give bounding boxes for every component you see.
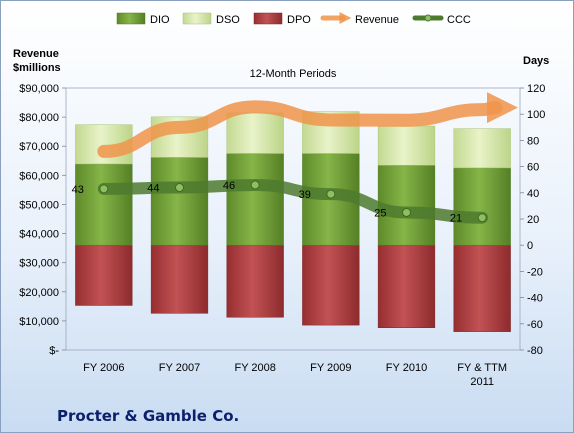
y-right-tick-label: 100	[527, 109, 545, 121]
bar-dso	[453, 128, 511, 169]
y-right-tick-label: 20	[527, 214, 539, 226]
ccc-data-label: 44	[147, 183, 159, 195]
bar-dpo	[377, 244, 436, 328]
bar-dso	[226, 112, 284, 154]
y-right-tick-label: 120	[527, 83, 545, 95]
ccc-point	[477, 213, 487, 223]
legend-dpo: DPO	[253, 12, 311, 26]
legend-dpo-label: DPO	[287, 14, 311, 26]
y-left-ticks: $- $10,000 $20,000 $30,000 $40,000 $50,000 $60…	[19, 83, 66, 357]
legend-dio: DIO	[116, 12, 170, 26]
y-right-tick-label: 0	[527, 240, 533, 252]
ccc-data-label: 46	[223, 180, 235, 192]
bar-dpo	[75, 244, 133, 306]
bar-dpo	[226, 244, 284, 318]
y-left-tick-label: $50,000	[19, 199, 59, 211]
y-left-tick-label: $-	[49, 345, 59, 357]
ccc-point	[175, 183, 184, 193]
x-tick-label: FY 2007	[159, 362, 200, 374]
ccc-data-label: 39	[299, 189, 311, 201]
x-tick-label: FY 2006	[83, 362, 124, 374]
ccc-data-label: 43	[72, 184, 84, 196]
y-left-tick-label: $60,000	[19, 170, 59, 182]
company-name: Procter & Gamble Co.	[57, 407, 239, 425]
y-left-tick-label: $10,000	[19, 316, 59, 328]
y-right-tick-label: -40	[527, 293, 543, 305]
ccc-point	[326, 189, 336, 199]
bar-dio	[226, 153, 284, 246]
legend-revenue: Revenue	[320, 11, 399, 26]
y-right-tick-label: 80	[527, 135, 539, 147]
y-left-tick-label: $40,000	[19, 229, 59, 241]
y-left-tick-label: $30,000	[19, 258, 59, 270]
legend-dio-swatch	[116, 12, 146, 25]
y-right-tick-label: 40	[527, 188, 539, 200]
ccc-point	[402, 207, 411, 217]
revenue-line	[97, 92, 519, 158]
y-left-label-line2: $millions	[13, 62, 61, 74]
bar-dio	[75, 163, 133, 246]
legend-ccc-label: CCC	[447, 14, 471, 26]
legend-dpo-swatch	[253, 12, 283, 25]
legend-revenue-label: Revenue	[355, 14, 399, 26]
bar-dpo	[302, 244, 360, 326]
y-left-tick-label: $80,000	[19, 112, 59, 124]
legend-dso: DSO	[182, 12, 240, 26]
y-left-tick-label: $20,000	[19, 287, 59, 299]
y-right-tick-label: -60	[527, 319, 543, 331]
bar-dpo	[453, 244, 511, 332]
ccc-data-label: 25	[374, 207, 386, 219]
chart-title: 12-Month Periods	[250, 68, 337, 80]
y-right-tick-label: -80	[527, 345, 543, 357]
y-right-label: Days	[523, 55, 549, 67]
bar-dio	[453, 167, 511, 246]
x-tick-label: FY 2009	[310, 362, 351, 374]
y-left-label-line1: Revenue	[13, 48, 59, 60]
ccc-point	[250, 180, 260, 190]
x-tick-label: FY 2010	[386, 362, 427, 374]
y-right-ticks: -80 -60 -40 -20 0 20 40 60 80 100 120	[520, 83, 545, 357]
legend-dio-label: DIO	[150, 14, 170, 26]
x-ticks: FY 2006 FY 2007 FY 2008 FY 2009 FY 2010 FY & …	[83, 362, 507, 388]
y-left-tick-label: $90,000	[19, 83, 59, 95]
x-tick-label: FY 2008	[234, 362, 275, 374]
ccc-series: 43 44 46 39 25 21	[72, 178, 489, 225]
x-tick-label: FY & TTM 2011	[457, 362, 507, 388]
ccc-line	[97, 178, 489, 224]
ccc-point	[99, 184, 109, 194]
legend-dso-swatch	[182, 12, 212, 25]
bar-dio	[150, 157, 209, 246]
y-right-tick-label: 60	[527, 162, 539, 174]
y-right-tick-label: -20	[527, 266, 543, 278]
y-left-tick-label: $70,000	[19, 141, 59, 153]
revenue-series	[97, 92, 519, 158]
legend-ccc: CCC	[412, 14, 471, 26]
legend-dso-label: DSO	[216, 14, 240, 26]
bar-dso	[377, 125, 436, 166]
ccc-data-label: 21	[450, 213, 462, 225]
legend: DIO DSO DPO Revenue CCC	[116, 11, 471, 26]
legend-ccc-marker	[424, 14, 432, 22]
bar-dpo	[150, 244, 209, 314]
